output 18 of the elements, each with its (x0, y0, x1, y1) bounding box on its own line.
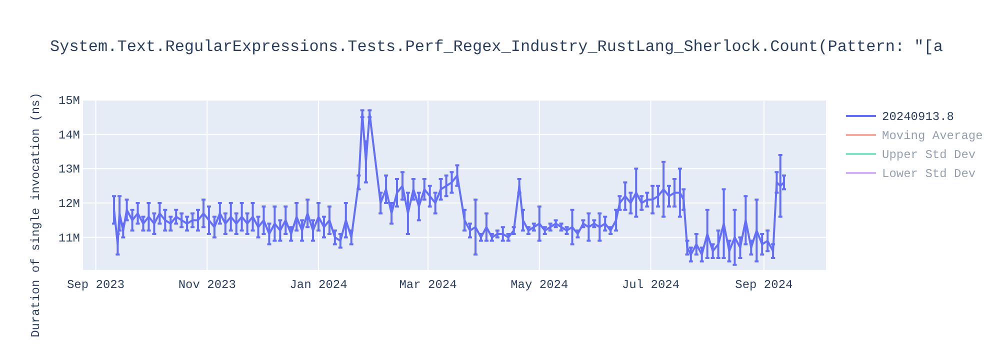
x-tick-label: Jul 2024 (622, 278, 680, 292)
x-tick-label: Mar 2024 (399, 278, 457, 292)
legend-label: Lower Std Dev (882, 167, 976, 181)
x-tick-label: Nov 2023 (178, 278, 236, 292)
x-tick-label: Sep 2024 (735, 278, 793, 292)
y-tick-label: 12M (58, 197, 80, 212)
chart-title: System.Text.RegularExpressions.Tests.Perf_Regex_Industry_RustLang_Sherlock.Count(Pattern: "[a (50, 38, 944, 56)
y-tick-label: 13M (58, 162, 80, 177)
legend-label: 20240913.8 (882, 110, 954, 124)
y-axis-title: Duration of single invocation (ns) (29, 92, 43, 338)
legend-label: Moving Average (882, 129, 983, 143)
legend-label: Upper Std Dev (882, 148, 976, 162)
x-tick-label: Sep 2023 (66, 278, 125, 292)
y-tick-label: 11M (58, 231, 80, 246)
y-tick-label: 15M (58, 94, 80, 108)
y-tick-label: 14M (58, 128, 80, 142)
x-tick-label: Jan 2024 (290, 278, 348, 292)
x-tick-label: May 2024 (510, 278, 568, 292)
